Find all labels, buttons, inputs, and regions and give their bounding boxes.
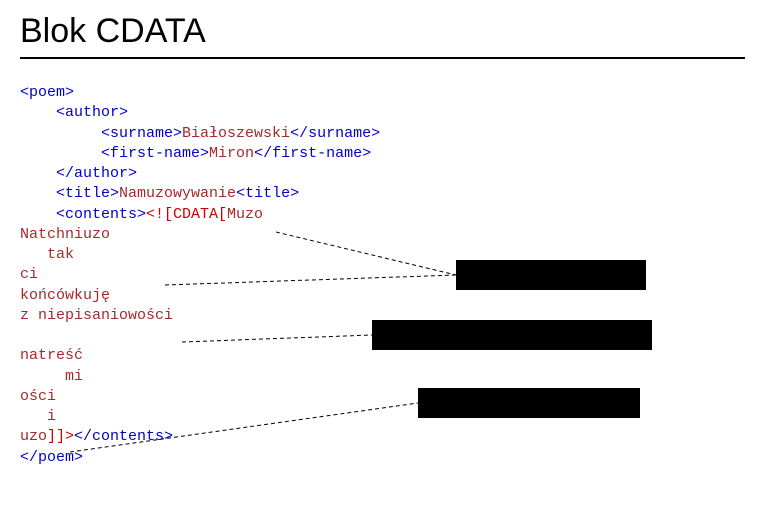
callout-box-2 <box>372 320 652 350</box>
tag-title-close: <title> <box>236 185 299 202</box>
cdata-text9: ości <box>20 388 56 405</box>
cdata-text7: natreść <box>20 347 83 364</box>
tag-poem-open: <poem> <box>20 84 74 101</box>
cdata-close: ]]> <box>47 428 74 445</box>
indent <box>20 185 56 202</box>
tag-contents-close: </contents> <box>74 428 173 445</box>
cdata-text8: mi <box>20 368 83 385</box>
tag-surname-open: <surname> <box>101 125 182 142</box>
indent <box>20 145 101 162</box>
tag-title-open: <title> <box>56 185 119 202</box>
tag-firstname-open: <first-name> <box>101 145 209 162</box>
cdata-text4: ci <box>20 266 38 283</box>
cdata-text5: końcówkuję <box>20 287 110 304</box>
indent <box>20 125 101 142</box>
val-surname: Białoszewski <box>182 125 290 142</box>
callout-box-3 <box>418 388 640 418</box>
tag-firstname-close: </first-name> <box>254 145 371 162</box>
cdata-text11: uzo <box>20 428 47 445</box>
tag-contents-open: <contents> <box>56 206 146 223</box>
indent <box>20 206 56 223</box>
callout-box-1 <box>456 260 646 290</box>
cdata-open: <![CDATA[ <box>146 206 227 223</box>
slide-title: Blok CDATA <box>20 12 745 59</box>
tag-surname-close: </surname> <box>290 125 380 142</box>
tag-author-close: </author> <box>56 165 137 182</box>
tag-poem-close: </poem> <box>20 449 83 466</box>
cdata-text3: tak <box>20 246 74 263</box>
cdata-text6: z niepisaniowości <box>20 307 173 324</box>
cdata-text1: Muzo <box>227 206 263 223</box>
val-firstname: Miron <box>209 145 254 162</box>
indent <box>20 165 56 182</box>
cdata-text2: Natchniuzo <box>20 226 110 243</box>
cdata-text10: i <box>20 408 56 425</box>
val-title: Namuzowywanie <box>119 185 236 202</box>
tag-author-open: <author> <box>56 104 128 121</box>
indent <box>20 104 56 121</box>
